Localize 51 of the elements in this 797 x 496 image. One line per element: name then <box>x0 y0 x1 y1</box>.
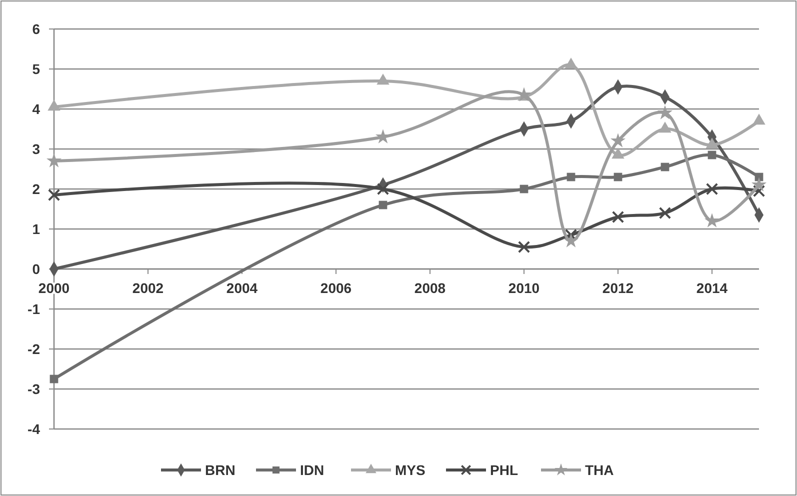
y-tick-label: 5 <box>32 60 40 77</box>
point <box>50 374 58 384</box>
point <box>378 200 388 210</box>
point <box>48 100 60 111</box>
legend-label: THA <box>585 462 614 478</box>
legend-label: PHL <box>490 462 518 478</box>
x-tick-label: 2004 <box>226 280 258 296</box>
y-tick-label: 6 <box>32 20 40 37</box>
point <box>46 153 62 168</box>
y-tick-label: 1 <box>32 220 40 237</box>
point <box>708 150 716 160</box>
point <box>564 228 578 242</box>
y-tick-label: 0 <box>32 260 40 277</box>
point <box>376 74 390 85</box>
point <box>612 148 624 159</box>
point <box>751 177 767 192</box>
point <box>520 184 528 194</box>
point <box>614 172 622 182</box>
x-tick-label: 2014 <box>696 280 728 296</box>
point <box>658 122 672 133</box>
x-tick-label: 2012 <box>602 280 634 296</box>
y-tick-label: -4 <box>28 420 40 437</box>
point <box>518 240 530 254</box>
x-tick-label: 2008 <box>414 280 446 296</box>
point <box>376 182 390 196</box>
x-tick-label: 2002 <box>132 280 164 296</box>
x-tick-label: 2010 <box>508 280 540 296</box>
point <box>566 172 576 182</box>
y-tick-label: -3 <box>28 380 40 397</box>
point <box>564 58 578 69</box>
x-tick-label: 2006 <box>320 280 352 296</box>
point <box>752 184 766 198</box>
point <box>610 133 626 148</box>
point <box>48 188 60 202</box>
legend-label: IDN <box>300 462 324 478</box>
y-tick-label: -1 <box>28 300 40 317</box>
point <box>706 138 718 149</box>
y-tick-label: 2 <box>32 180 40 197</box>
point <box>706 182 718 196</box>
point <box>657 105 673 120</box>
y-tick-label: 3 <box>32 140 40 157</box>
legend-label: MYS <box>395 462 426 478</box>
point <box>612 210 624 224</box>
y-tick-label: -2 <box>28 340 40 357</box>
point <box>563 233 579 248</box>
point <box>752 114 766 125</box>
y-tick-label: 4 <box>32 100 40 117</box>
point <box>704 213 720 228</box>
point <box>660 162 670 172</box>
point <box>658 206 672 220</box>
legend-label: BRN <box>205 462 236 478</box>
